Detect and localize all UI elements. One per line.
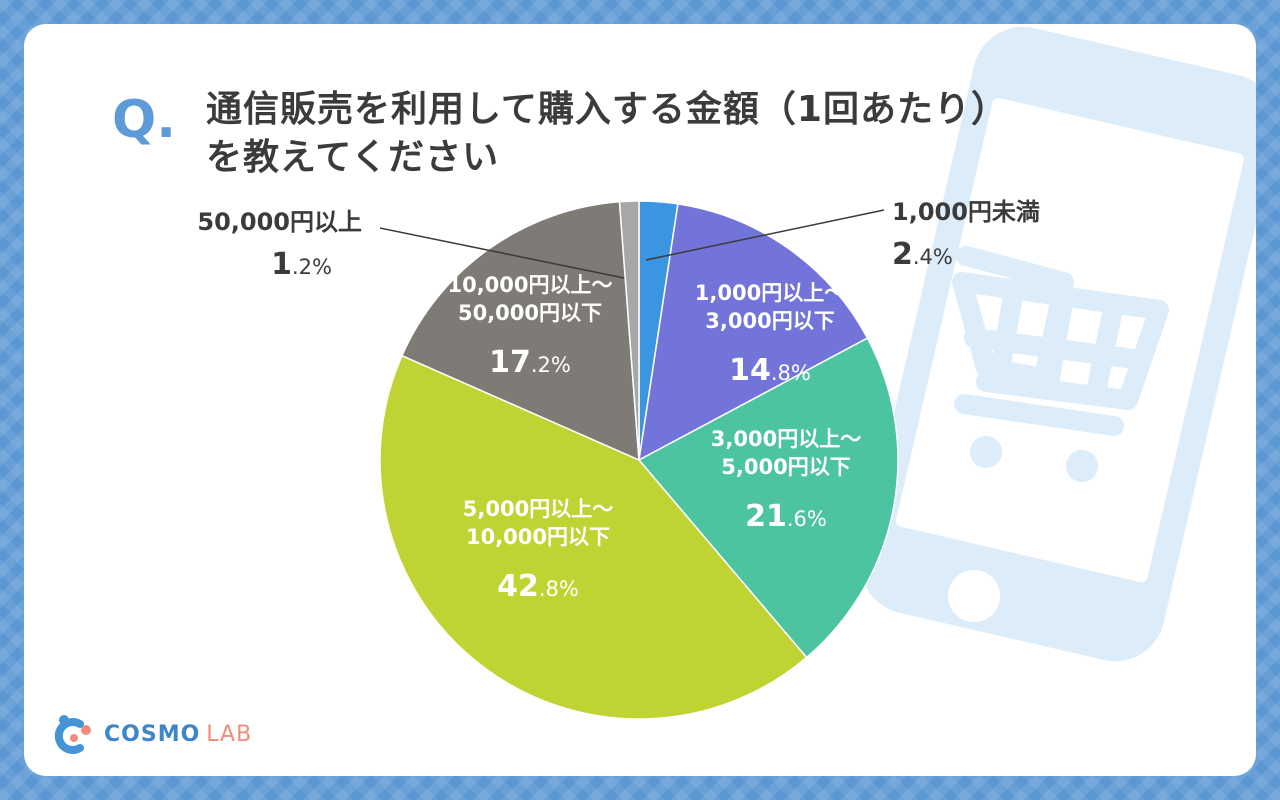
leader-line (379, 227, 625, 279)
slice-category-label-line2: 5,000円以下 (721, 455, 850, 479)
pie-slice (637, 337, 899, 659)
pie-slice (638, 203, 869, 462)
card-panel: Q. 通信販売を利用して購入する金額（1回あたり） を教えてください 1,000… (24, 24, 1256, 776)
slice-category-label: 1,000円未満 (892, 198, 1040, 226)
slice-value-label: 1.2% (271, 247, 332, 282)
slice-category-label-line2: 10,000円以下 (466, 525, 610, 549)
value-integer: 2 (892, 237, 913, 272)
cart-wheel-right (1066, 450, 1098, 482)
slice-category-label: 10,000円以上～ (447, 273, 612, 297)
pie-slice (379, 354, 808, 720)
value-integer: 1 (271, 247, 292, 282)
value-integer: 17 (489, 345, 531, 380)
slice-category-label-line2: 3,000円以下 (705, 309, 834, 333)
pie-chart: 1,000円未満2.4%1,000円以上～3,000円以下14.8%3,000円… (197, 198, 1040, 720)
smartphone-cart-illustration (860, 26, 1256, 662)
value-integer: 21 (745, 499, 787, 534)
page-title-line2: を教えてください (206, 136, 500, 178)
pie-slice (618, 200, 640, 461)
cart-wheel-left (970, 436, 1002, 468)
shopping-cart-icon (952, 246, 1169, 436)
value-integer: 42 (497, 569, 539, 604)
logo-wordmark: COSMO LAB (104, 722, 252, 747)
slice-value-label: 42.8% (497, 569, 579, 604)
slice-category-label: 5,000円以上～ (463, 497, 613, 521)
logo-brand: COSMO (104, 721, 201, 747)
value-decimal: .2% (292, 255, 332, 279)
value-integer: 14 (729, 353, 771, 388)
slice-value-label: 14.8% (729, 353, 811, 388)
slice-category-label: 50,000円以上 (197, 208, 362, 236)
logo-sub: LAB (206, 721, 253, 747)
value-decimal: .8% (771, 361, 811, 385)
slice-value-label: 17.2% (489, 345, 571, 380)
cosmo-logo-icon (54, 715, 91, 754)
value-decimal: .4% (913, 245, 953, 269)
slice-value-label: 21.6% (745, 499, 827, 534)
slice-value-label: 2.4% (892, 237, 953, 272)
pie-slice (400, 200, 640, 462)
value-decimal: .6% (787, 507, 827, 531)
question-mark-label: Q. (112, 90, 176, 150)
page-title-line1: 通信販売を利用して購入する金額（1回あたり） (206, 89, 1008, 130)
cosmo-lab-logo: COSMO LAB (50, 714, 252, 754)
page-title: 通信販売を利用して購入する金額（1回あたり） を教えてください (206, 86, 1196, 182)
slice-category-label: 1,000円以上～ (695, 281, 845, 305)
value-decimal: .2% (531, 353, 571, 377)
slice-category-label: 3,000円以上～ (711, 427, 861, 451)
slice-category-label-line2: 50,000円以下 (458, 301, 602, 325)
leader-line (645, 209, 885, 261)
value-decimal: .8% (539, 577, 579, 601)
